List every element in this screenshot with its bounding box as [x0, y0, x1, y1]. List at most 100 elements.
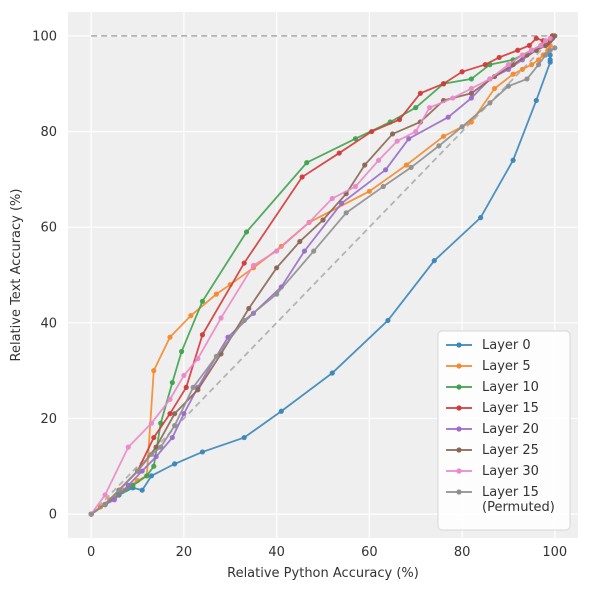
data-point — [172, 411, 178, 417]
legend-item: Layer 25 — [446, 443, 539, 458]
data-point — [529, 62, 535, 68]
data-point — [148, 420, 155, 426]
data-point — [343, 210, 349, 216]
data-point — [352, 183, 359, 190]
data-point — [243, 229, 250, 235]
data-point — [148, 473, 155, 479]
data-point — [195, 356, 201, 362]
data-point — [190, 384, 196, 390]
data-point — [526, 42, 532, 49]
y-tick-label: 40 — [40, 316, 57, 331]
data-point — [274, 265, 280, 271]
data-point — [199, 449, 206, 455]
series-line — [90, 37, 551, 515]
legend-swatch-marker — [456, 405, 462, 411]
data-point — [151, 368, 157, 374]
legend-box — [437, 330, 571, 531]
x-tick-label: 20 — [176, 545, 193, 560]
data-point — [385, 317, 391, 324]
data-point — [389, 131, 396, 137]
data-point — [178, 348, 185, 355]
legend-item: Layer 5 — [446, 359, 531, 374]
x-tick-label: 100 — [542, 545, 567, 560]
data-point — [111, 497, 117, 503]
data-point — [403, 162, 410, 168]
data-point — [533, 97, 539, 104]
data-point — [408, 164, 414, 171]
data-point — [250, 262, 257, 269]
data-point — [329, 370, 335, 376]
data-point — [181, 372, 187, 379]
data-point — [487, 100, 493, 106]
data-point — [148, 451, 155, 457]
legend-swatch-marker — [456, 426, 462, 432]
data-point — [116, 487, 122, 493]
legend-label: Layer 5 — [482, 359, 531, 374]
data-point — [188, 313, 194, 319]
data-point — [505, 83, 512, 89]
data-point — [125, 444, 131, 450]
legend-swatch-marker — [456, 468, 462, 474]
data-point — [167, 334, 173, 340]
data-point — [134, 468, 141, 474]
data-point — [274, 291, 280, 297]
data-point — [199, 298, 206, 304]
data-point — [304, 160, 310, 166]
data-point — [158, 444, 164, 450]
data-point — [396, 116, 403, 123]
data-point — [311, 248, 317, 254]
data-point — [445, 114, 451, 120]
legend-item: Layer 10 — [446, 380, 539, 395]
data-point — [533, 35, 539, 41]
legend-label: Layer 15 (Permuted) — [482, 485, 555, 515]
data-point — [382, 167, 389, 173]
data-point — [547, 52, 553, 58]
legend-swatch-marker — [456, 342, 462, 348]
data-point — [199, 332, 206, 338]
data-point — [329, 195, 335, 202]
data-point — [496, 54, 502, 61]
legend-item: Layer 0 — [446, 338, 531, 353]
data-point — [213, 291, 219, 297]
data-point — [172, 461, 178, 467]
data-point — [468, 95, 474, 101]
data-point — [169, 434, 175, 441]
data-point — [482, 62, 488, 68]
data-point — [515, 47, 521, 53]
ticks: 0 20 40 60 80 100 0 20 40 60 80 100 — [32, 29, 567, 560]
data-point — [139, 468, 145, 474]
data-point — [431, 258, 437, 264]
data-point — [297, 238, 303, 245]
data-point — [487, 76, 493, 82]
data-point — [478, 215, 484, 221]
data-point — [167, 396, 173, 402]
legend-swatch-marker — [456, 363, 462, 369]
data-point — [394, 138, 400, 144]
data-point — [519, 66, 525, 72]
data-point — [213, 353, 219, 359]
legend-label: Layer 15 — [482, 401, 539, 416]
data-point — [535, 62, 542, 68]
data-point — [144, 473, 150, 479]
legend-item: Layer 20 — [446, 422, 539, 437]
data-point — [181, 411, 187, 417]
data-point — [130, 482, 136, 488]
data-point — [542, 52, 549, 58]
data-point — [139, 487, 145, 493]
data-point — [241, 260, 247, 266]
data-point — [542, 38, 549, 44]
legend: Layer 0 Layer 5 Layer 10 Layer 15 Layer 20 La… — [437, 330, 571, 531]
series-line — [90, 47, 556, 515]
x-tick-label: 0 — [87, 545, 95, 560]
series-group — [88, 33, 558, 517]
data-point — [306, 219, 312, 225]
data-point — [417, 90, 423, 96]
series-7 — [88, 45, 558, 517]
data-point — [459, 124, 465, 130]
data-point — [436, 143, 442, 149]
legend-label: Layer 20 — [482, 422, 539, 437]
data-point — [547, 47, 553, 53]
data-point — [241, 317, 247, 324]
data-point — [535, 57, 542, 63]
